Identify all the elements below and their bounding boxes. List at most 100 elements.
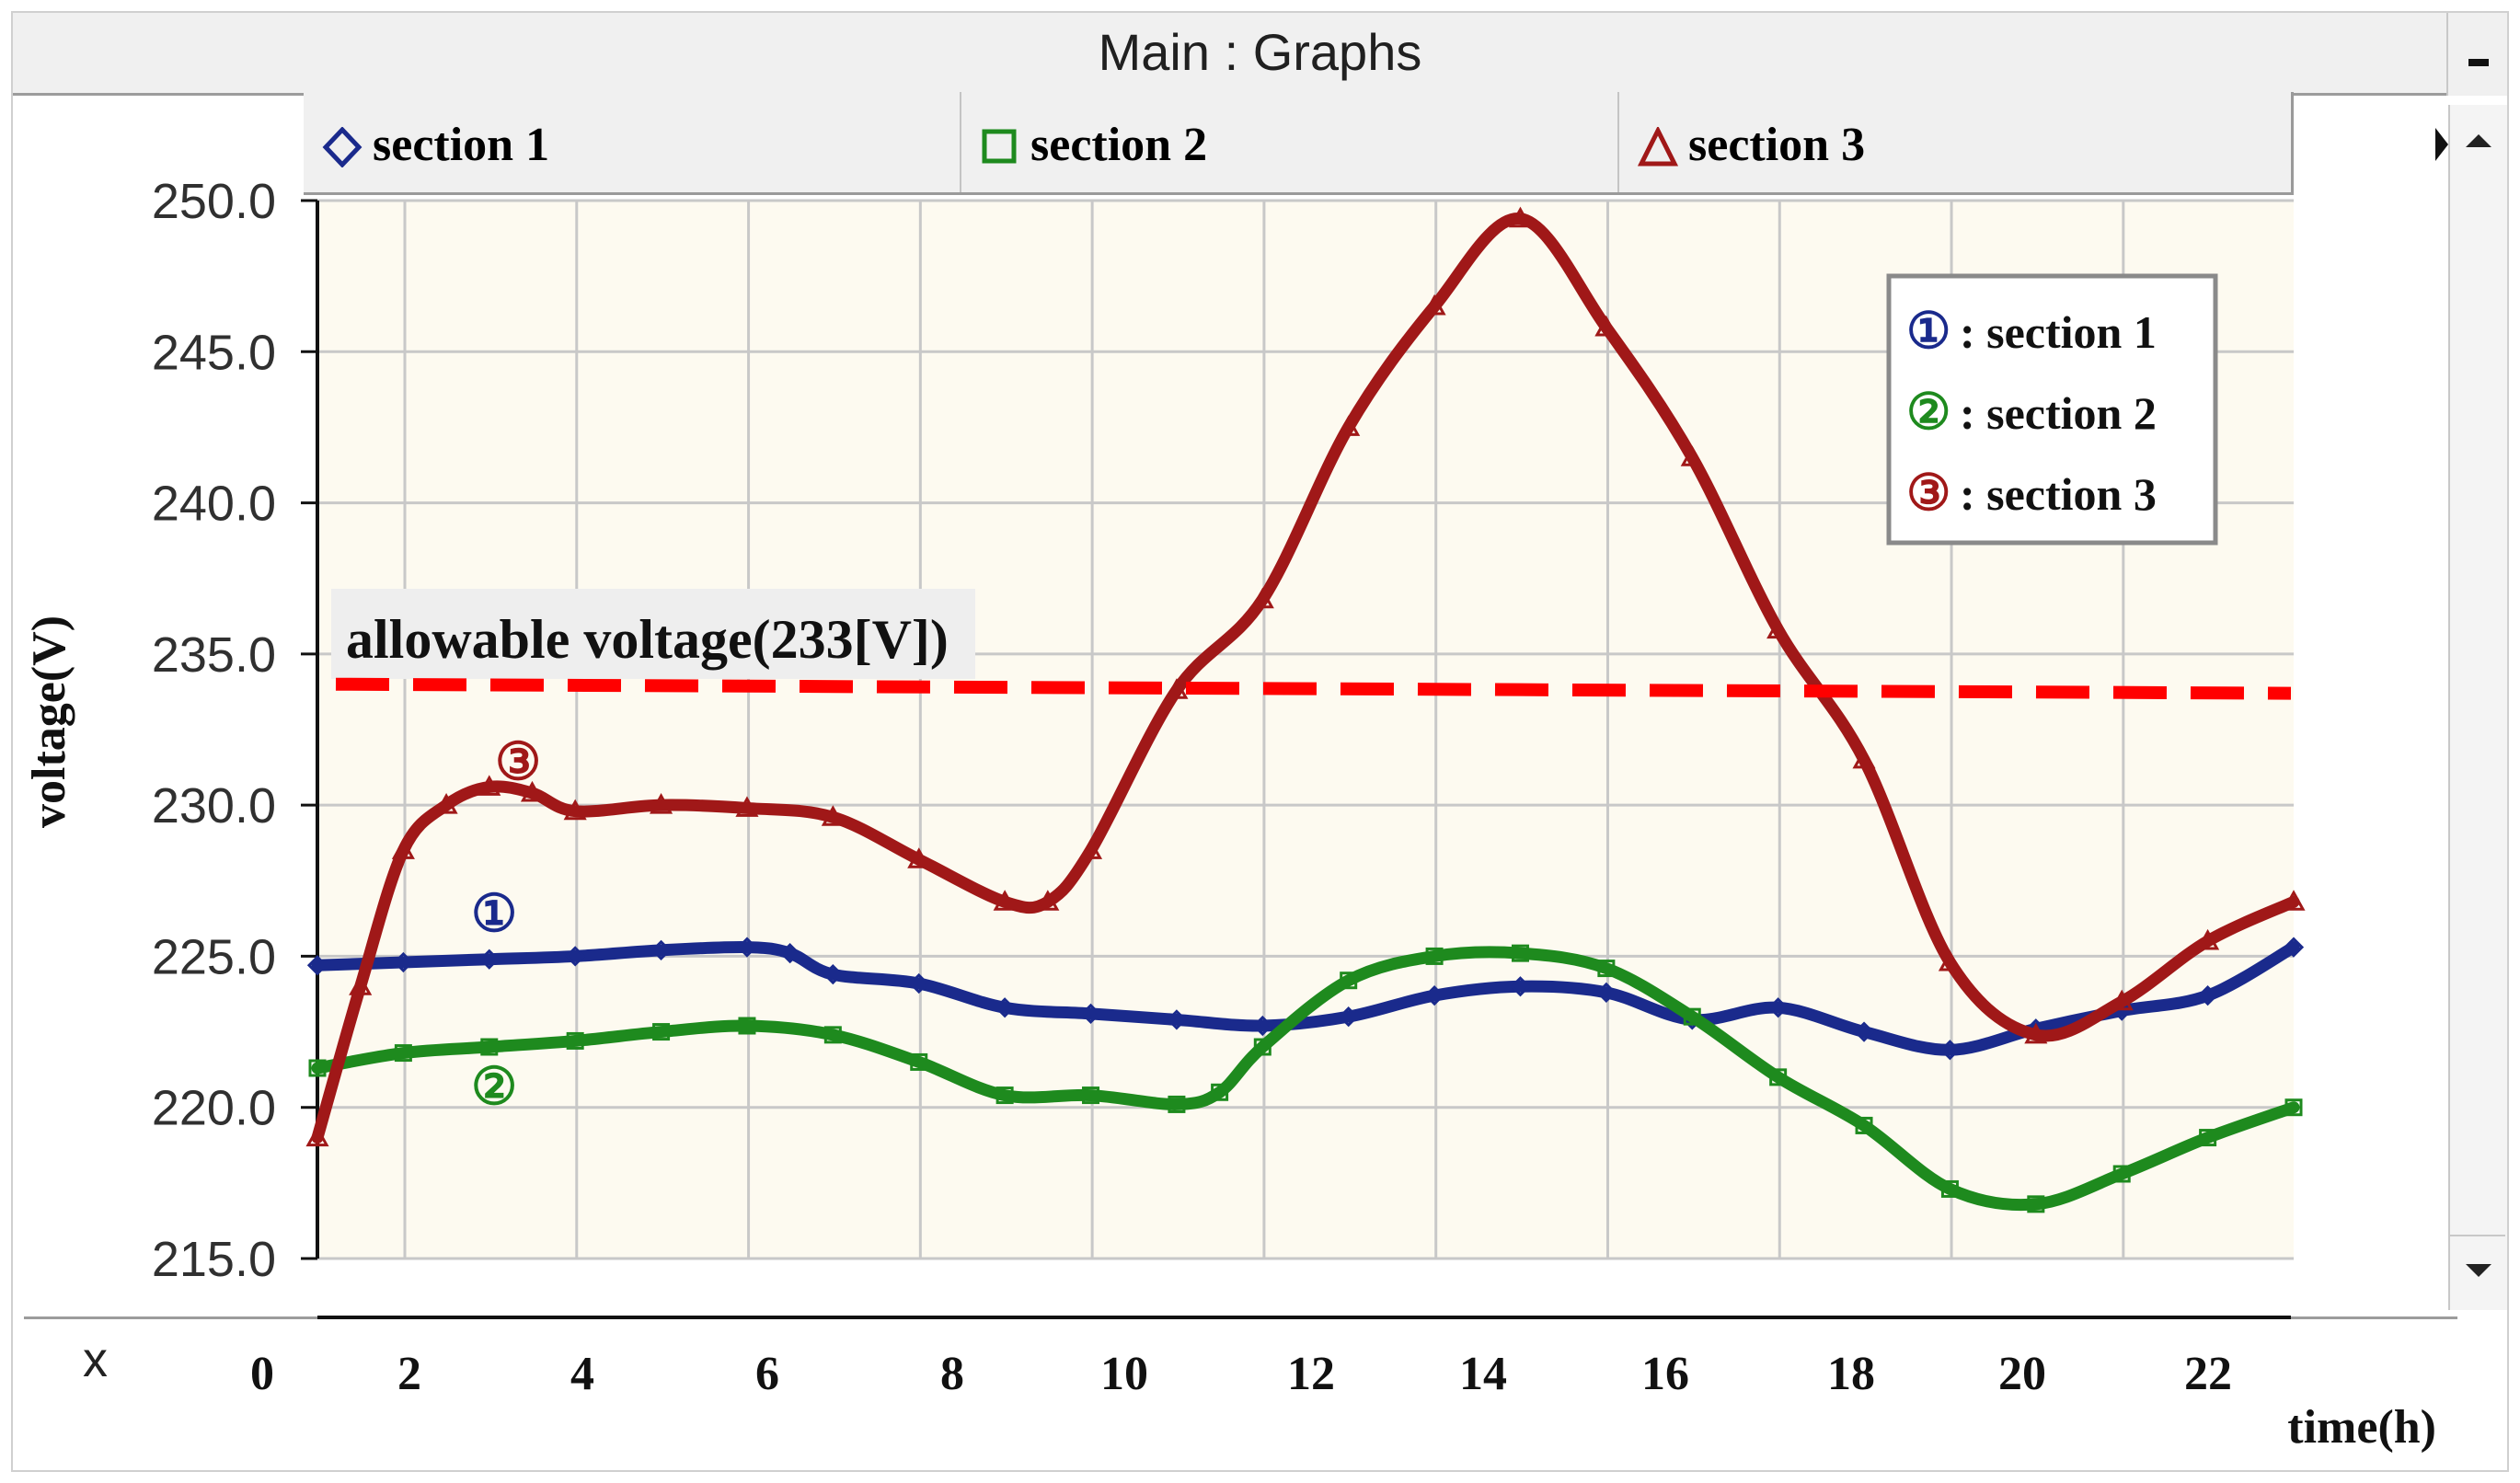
series-2 <box>308 944 2303 1213</box>
data-point-diamond <box>908 972 929 994</box>
data-point-diamond <box>306 955 328 976</box>
data-point-triangle <box>907 847 931 868</box>
scroll-down-icon[interactable] <box>2450 1235 2505 1310</box>
legend-tab-section-3[interactable]: section 3 <box>1619 92 2291 192</box>
data-point-diamond <box>393 951 414 973</box>
data-point-diamond <box>1767 997 1789 1018</box>
data-point-triangle <box>1938 949 1962 971</box>
data-point-diamond <box>650 939 672 960</box>
y-tick-label: 215.0 <box>152 1232 276 1287</box>
data-point-diamond <box>2283 937 2305 958</box>
data-point-square <box>2112 1165 2131 1183</box>
data-point-triangle <box>478 775 501 796</box>
legend-tab-label: section 1 <box>373 119 550 171</box>
data-point-diamond <box>1595 982 1617 1003</box>
series-legend-bar: section 1 section 2 section 3 <box>304 92 2294 195</box>
data-point-square <box>652 1023 671 1041</box>
tab-scroll-right-icon[interactable] <box>2428 119 2456 174</box>
x-tick-label: 14 <box>1459 1348 1507 1400</box>
x-tick-label: 6 <box>755 1348 779 1400</box>
data-point-square <box>1253 1038 1272 1056</box>
data-point-square <box>1940 1179 1959 1198</box>
data-point-triangle <box>1250 587 1274 609</box>
x-tick-label: 0 <box>250 1348 274 1400</box>
y-tick-label: 245.0 <box>152 325 276 380</box>
x-axis-marker: x <box>83 1332 108 1387</box>
y-tick-label: 240.0 <box>152 477 276 532</box>
legend-entry-1: : section 1 <box>1960 306 2157 358</box>
data-point-square <box>823 1026 842 1044</box>
data-point-square <box>566 1031 584 1050</box>
diamond-icon <box>322 127 362 167</box>
data-point-diamond <box>1252 1015 1273 1037</box>
data-point-square <box>1683 1007 1701 1026</box>
vertical-scrollbar[interactable] <box>2448 105 2507 1310</box>
series-line <box>311 946 2300 1212</box>
y-tick-label: 235.0 <box>152 627 276 683</box>
series-lines <box>305 206 2306 1213</box>
data-point-triangle <box>1508 206 1533 228</box>
data-point-triangle <box>650 793 673 814</box>
data-point-diamond <box>995 997 1016 1018</box>
x-axis-title: time(h) <box>2287 1401 2436 1454</box>
data-point-triangle <box>434 793 458 814</box>
x-tick-label: 2 <box>397 1348 421 1400</box>
data-point-diamond <box>823 964 844 985</box>
allowable-voltage-line <box>335 677 2292 700</box>
x-tick-label: 4 <box>570 1348 594 1400</box>
reference-label-box <box>331 589 975 679</box>
data-point-triangle <box>2282 890 2306 911</box>
data-point-diamond <box>478 948 500 970</box>
x-tick-label: 18 <box>1827 1348 1875 1400</box>
data-point-square <box>1340 971 1358 990</box>
data-point-square <box>738 1017 756 1035</box>
x-tick-label: 22 <box>2184 1348 2232 1400</box>
title-bar: Main : Graphs <box>13 13 2507 96</box>
data-point-square <box>480 1038 499 1056</box>
minimize-button[interactable] <box>2446 13 2507 96</box>
data-point-square <box>2284 1098 2303 1117</box>
y-axis-title: voltage(V) <box>23 615 75 828</box>
window-title: Main : Graphs <box>1098 23 1422 81</box>
data-point-triangle <box>1078 838 1103 859</box>
square-icon <box>982 129 1017 164</box>
y-tick-label: 225.0 <box>152 929 276 984</box>
data-point-diamond <box>1939 1040 1961 1061</box>
x-tick-label: 16 <box>1641 1348 1689 1400</box>
legend-entry-3: : section 3 <box>1960 468 2157 520</box>
reference-line-label: allowable voltage(233[V]) <box>346 609 949 670</box>
data-point-triangle <box>1422 293 1446 316</box>
triangle-icon <box>1638 127 1678 167</box>
data-point-square <box>2199 1129 2217 1147</box>
y-tick-label: 220.0 <box>152 1081 276 1136</box>
data-point-diamond <box>1338 1006 1359 1028</box>
x-tick-label: 12 <box>1287 1348 1335 1400</box>
legend-symbol-2: ② <box>1906 385 1950 440</box>
legend-tab-section-1[interactable]: section 1 <box>304 92 961 192</box>
scroll-up-icon[interactable] <box>2450 105 2505 178</box>
data-point-triangle <box>735 796 759 817</box>
data-point-square <box>1168 1095 1186 1113</box>
legend-tab-label: section 2 <box>1030 119 1208 171</box>
series-3 <box>305 206 2306 1147</box>
legend-tab-section-2[interactable]: section 2 <box>961 92 1619 192</box>
y-tick-label: 230.0 <box>152 778 276 833</box>
data-point-diamond <box>779 943 800 964</box>
data-point-diamond <box>1423 985 1445 1006</box>
data-point-triangle <box>391 838 415 859</box>
data-point-diamond <box>1166 1009 1188 1030</box>
data-point-triangle <box>520 780 545 802</box>
data-point-diamond <box>1080 1003 1101 1024</box>
legend-entry-2: : section 2 <box>1960 387 2157 439</box>
data-point-triangle <box>1165 678 1189 699</box>
x-tick-labels: 0 2 4 6 8 10 12 14 16 18 20 22 <box>250 1348 2232 1400</box>
data-point-square <box>1425 947 1444 965</box>
data-point-triangle <box>2024 1022 2048 1044</box>
data-point-square <box>1511 944 1529 962</box>
data-point-triangle <box>821 805 845 826</box>
data-point-square <box>1211 1083 1229 1101</box>
data-point-diamond <box>565 946 586 967</box>
data-point-square <box>394 1044 412 1063</box>
x-tick-label: 10 <box>1100 1348 1148 1400</box>
data-point-triangle <box>1852 747 1876 769</box>
